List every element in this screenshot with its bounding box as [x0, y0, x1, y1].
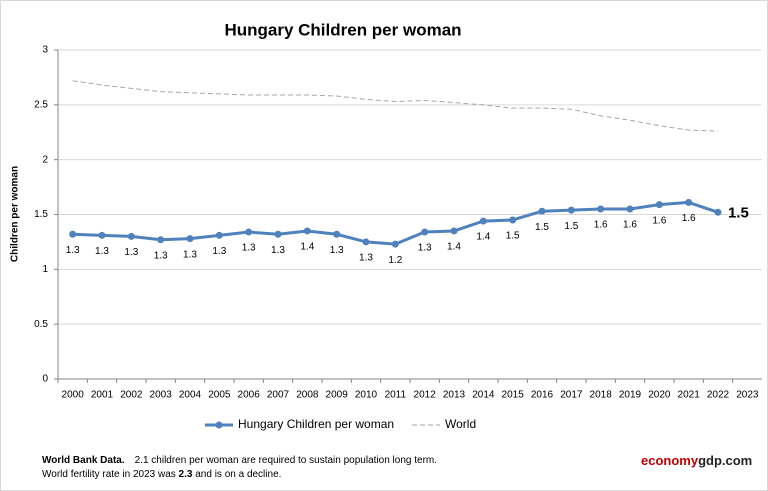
value-label: 1.3 — [95, 246, 109, 257]
footnote: World fertility rate in 2023 was 2.3 and… — [42, 469, 281, 480]
x-tick-label: 2012 — [414, 390, 437, 401]
y-tick-label: 2.5 — [34, 99, 48, 110]
value-label: 1.3 — [66, 245, 80, 256]
x-tick-label: 2021 — [678, 390, 701, 401]
marker — [362, 238, 370, 246]
y-tick-label: 1 — [42, 264, 48, 275]
marker — [303, 227, 311, 235]
value-label: 1.5 — [564, 221, 578, 232]
x-tick-label: 2010 — [355, 390, 378, 401]
chart-title: Hungary Children per woman — [224, 20, 461, 39]
marker — [215, 231, 223, 239]
marker — [714, 208, 722, 216]
marker — [245, 228, 253, 236]
x-tick-label: 2014 — [472, 390, 495, 401]
x-tick-label: 2019 — [619, 390, 642, 401]
marker — [626, 205, 634, 213]
marker — [421, 228, 429, 236]
value-label: 1.2 — [388, 255, 402, 266]
value-label: 1.6 — [594, 220, 608, 231]
marker — [450, 227, 458, 235]
value-label: 1.3 — [330, 245, 344, 256]
marker — [597, 205, 605, 213]
marker — [127, 232, 135, 240]
x-tick-label: 2017 — [560, 390, 583, 401]
marker — [69, 230, 77, 238]
value-label: 1.3 — [183, 249, 197, 260]
legend-label: Hungary Children per woman — [238, 417, 394, 431]
x-tick-label: 2004 — [179, 390, 202, 401]
marker — [655, 201, 663, 209]
value-label: 1.4 — [300, 242, 314, 253]
x-tick-label: 2002 — [120, 390, 143, 401]
y-axis-label: Children per woman — [10, 166, 21, 262]
marker — [157, 236, 165, 244]
value-label: 1.3 — [359, 253, 373, 264]
series-line — [72, 80, 719, 132]
y-tick-label: 3 — [42, 45, 48, 56]
marker — [479, 217, 487, 225]
y-tick-label: 0.5 — [34, 319, 48, 330]
value-label: 1.3 — [418, 243, 432, 254]
x-tick-label: 2015 — [502, 390, 525, 401]
y-tick-label: 2 — [42, 154, 48, 165]
x-tick-label: 2006 — [238, 390, 261, 401]
value-label: 1.5 — [506, 231, 520, 242]
value-label: 1.3 — [124, 247, 138, 258]
x-tick-label: 2023 — [736, 390, 759, 401]
x-tick-label: 2005 — [208, 390, 231, 401]
legend-marker — [215, 421, 223, 429]
value-label: 1.6 — [682, 213, 696, 224]
value-label: 1.6 — [652, 215, 666, 226]
marker — [685, 198, 693, 206]
x-tick-label: 2001 — [91, 390, 114, 401]
marker — [391, 240, 399, 248]
x-tick-label: 2022 — [707, 390, 730, 401]
y-tick-label: 0 — [42, 374, 48, 385]
marker — [274, 230, 282, 238]
x-tick-label: 2008 — [296, 390, 319, 401]
x-tick-label: 2007 — [267, 390, 290, 401]
value-label: 1.4 — [476, 232, 490, 243]
x-tick-label: 2009 — [326, 390, 349, 401]
value-label: 1.4 — [447, 242, 461, 253]
value-label: 1.3 — [271, 245, 285, 256]
x-tick-label: 2018 — [590, 390, 613, 401]
legend-label: World — [445, 417, 476, 431]
x-tick-label: 2000 — [62, 390, 85, 401]
marker — [509, 216, 517, 224]
value-label: 1.6 — [623, 220, 637, 231]
x-tick-label: 2011 — [385, 390, 407, 401]
value-label: 1.5 — [728, 204, 749, 221]
x-tick-label: 2020 — [648, 390, 671, 401]
footnote: World Bank Data. 2.1 children per woman a… — [42, 455, 437, 466]
marker — [333, 230, 341, 238]
value-label: 1.5 — [535, 222, 549, 233]
value-label: 1.3 — [242, 243, 256, 254]
brand: economygdp.com — [641, 453, 752, 468]
marker — [186, 235, 194, 243]
marker — [567, 206, 575, 214]
x-tick-label: 2016 — [531, 390, 554, 401]
x-tick-label: 2003 — [150, 390, 173, 401]
y-tick-label: 1.5 — [34, 209, 48, 220]
value-label: 1.3 — [212, 246, 226, 257]
marker — [538, 207, 546, 215]
marker — [98, 231, 106, 239]
value-label: 1.3 — [154, 250, 168, 261]
x-tick-label: 2013 — [443, 390, 466, 401]
